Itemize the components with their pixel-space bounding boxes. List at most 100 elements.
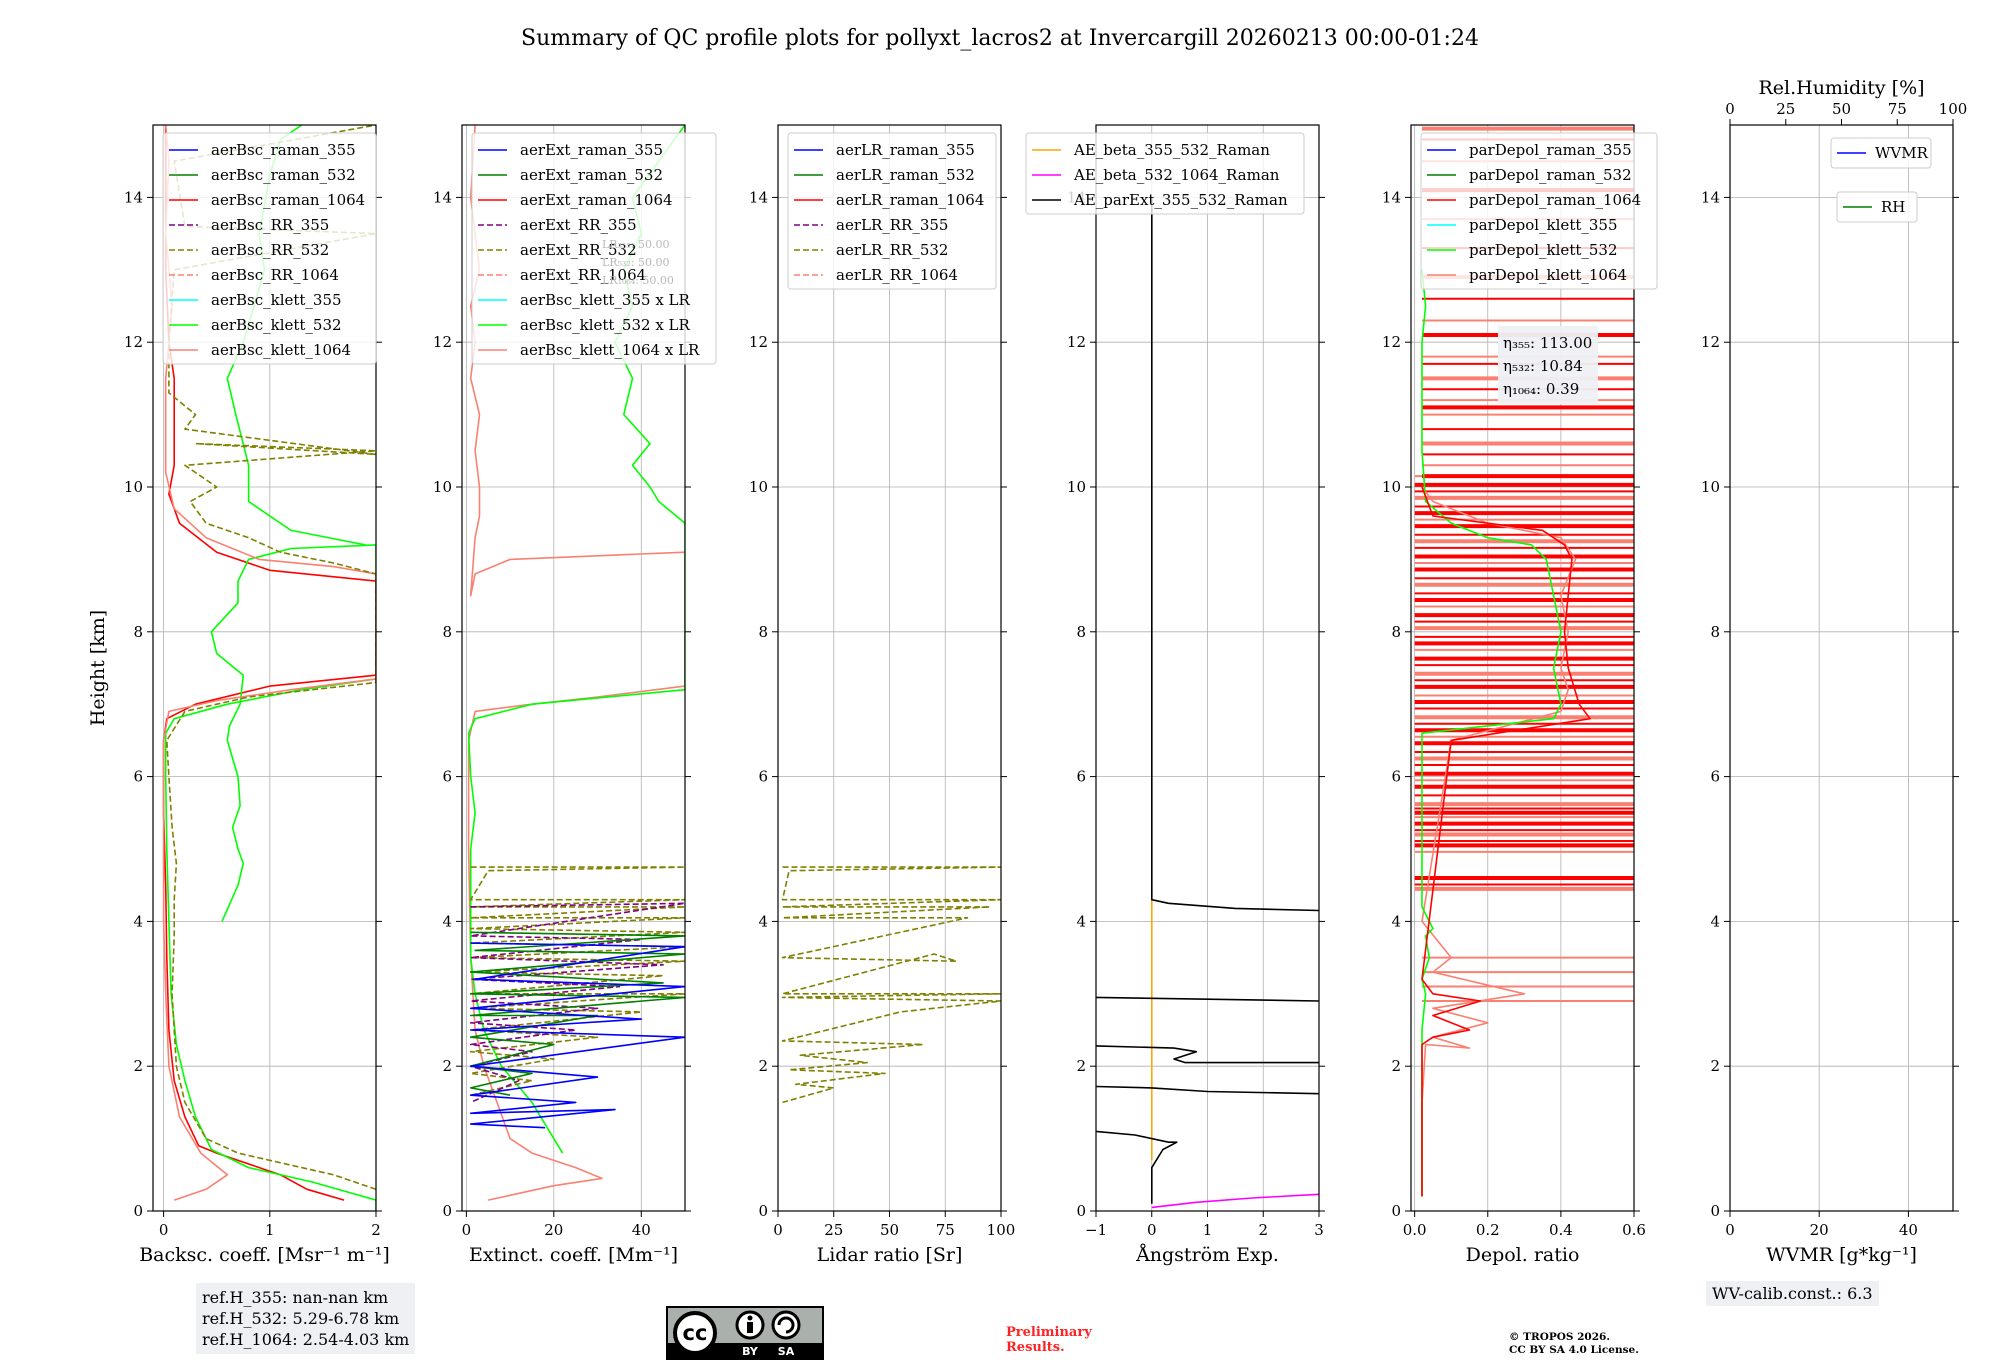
ref-h-1064: ref.H_1064: 2.54-4.03 km	[202, 1330, 410, 1349]
y-tick-label: 2	[442, 1057, 452, 1075]
x-axis-label: Depol. ratio	[1466, 1244, 1580, 1266]
copyright-line-1: © TROPOS 2026.	[1509, 1331, 1611, 1343]
x-tick-label: 40	[632, 1221, 651, 1239]
x2-tick-label: 25	[1776, 100, 1795, 118]
y-tick-label: 6	[1391, 768, 1401, 786]
x-tick-label: 0	[1147, 1221, 1157, 1239]
y-tick-label: 12	[1701, 333, 1720, 351]
legend-label: aerBsc_RR_532	[211, 241, 329, 259]
y-tick-label: 12	[124, 333, 143, 351]
lr-annotation: LR₁₀₆₄: 50.00	[602, 274, 674, 287]
series-parDepol_klett_1064	[1421, 486, 1577, 1197]
legend-label: aerBsc_raman_532	[211, 166, 356, 184]
x-axis-label: Backsc. coeff. [Msr⁻¹ m⁻¹]	[139, 1244, 390, 1266]
legend-label: aerExt_raman_1064	[520, 191, 673, 209]
y-tick-label: 6	[442, 768, 452, 786]
y-tick-label: 14	[749, 188, 768, 206]
legend-label: AE_beta_532_1064_Raman	[1073, 166, 1280, 184]
eta-annotation: η₃₅₅: 113.00	[1503, 334, 1592, 352]
series-aerExt_raman_532	[469, 931, 685, 1096]
legend-label: parDepol_raman_532	[1469, 166, 1632, 184]
x-tick-label: 2	[371, 1221, 381, 1239]
y-tick-label: 2	[1710, 1057, 1720, 1075]
legend-label: aerBsc_klett_355	[211, 291, 342, 309]
cc-by-label: BY	[742, 1345, 759, 1358]
preliminary-line-2: Results.	[1006, 1340, 1065, 1355]
legend-box	[1025, 132, 1305, 215]
x-axis-label: Ångström Exp.	[1135, 1244, 1279, 1266]
legend-label: aerBsc_raman_1064	[211, 191, 365, 209]
legend-label: WVMR	[1875, 144, 1929, 162]
y-tick-label: 6	[1076, 768, 1086, 786]
y-tick-label: 4	[133, 912, 143, 930]
y-tick-label: 4	[758, 912, 768, 930]
legend-label: parDepol_klett_355	[1469, 216, 1618, 234]
y-tick-label: 8	[133, 623, 143, 641]
x-tick-label: 1	[1203, 1221, 1213, 1239]
y-tick-label: 8	[1391, 623, 1401, 641]
y-tick-label: 12	[1382, 333, 1401, 351]
x-tick-label: 1	[265, 1221, 275, 1239]
axes-frame	[1729, 124, 1954, 1212]
copyright-line-2: CC BY SA 4.0 License.	[1509, 1344, 1639, 1356]
legend-label: aerBsc_klett_532	[211, 316, 342, 334]
y-tick-label: 10	[749, 478, 768, 496]
wv-calibration-box: WV-calib.const.: 6.3	[1706, 1281, 1879, 1306]
series-AE_parExt_355_532_Raman_e	[1096, 1130, 1178, 1204]
legend-label: RH	[1881, 198, 1905, 216]
series-aerBsc_klett_1064	[162, 125, 376, 1201]
series-AE_parExt_355_532_Raman_b	[1096, 996, 1319, 1002]
legend-label: aerBsc_RR_355	[211, 216, 329, 234]
y-tick-label: 10	[1382, 478, 1401, 496]
legend-label: aerBsc_RR_1064	[211, 266, 339, 284]
y-tick-label: 2	[1391, 1057, 1401, 1075]
by-person-icon	[747, 1315, 753, 1321]
x-tick-label: 20	[1810, 1221, 1829, 1239]
legend-label: aerLR_raman_1064	[836, 191, 984, 209]
legend-label: AE_beta_355_532_Raman	[1073, 141, 1270, 159]
legend-box	[1420, 132, 1658, 290]
legend-box	[162, 132, 377, 365]
series-aerBsc_klett_532	[164, 544, 376, 1211]
legend-label: aerLR_RR_532	[836, 241, 948, 259]
panel-lr: 0 25 50 75 100 0 2 4 6 8 10 12 14 Lidar ratio [Sr] aer…	[749, 124, 1015, 1266]
x-tick-label: 0	[159, 1221, 169, 1239]
legend-label: parDepol_raman_1064	[1469, 191, 1641, 209]
preliminary-line-1: Preliminary	[1006, 1325, 1092, 1340]
x2-axis-label: Rel.Humidity [%]	[1758, 77, 1924, 99]
y-tick-label: 12	[433, 333, 452, 351]
y-tick-label: 12	[1067, 333, 1086, 351]
y-tick-label: 6	[758, 768, 768, 786]
data-layer	[781, 866, 1001, 1104]
y-axis-label: Height [km]	[87, 610, 109, 726]
eta-box	[1498, 326, 1598, 404]
legend-label: aerExt_RR_532	[520, 241, 637, 259]
legend-label: aerBsc_klett_1064 x LR	[520, 341, 700, 359]
reference-height-box: ref.H_355: nan-nan km ref.H_532: 5.29-6.…	[196, 1283, 416, 1354]
lr-annotation: LR₅₃₂: 50.00	[602, 256, 670, 269]
x-tick-label: 0	[462, 1221, 472, 1239]
x-tick-label: 0.4	[1549, 1221, 1573, 1239]
y-tick-label: 8	[442, 623, 452, 641]
y-tick-label: 14	[1701, 188, 1720, 206]
y-tick-label: 4	[1710, 912, 1720, 930]
series-AE_parExt_355_532_Raman_d	[1096, 1085, 1319, 1095]
series-aerBsc_RR_532	[166, 125, 376, 1191]
ref-h-532: ref.H_532: 5.29-6.78 km	[202, 1309, 400, 1328]
y-tick-label: 2	[1076, 1057, 1086, 1075]
legend-label: aerExt_raman_532	[520, 166, 663, 184]
legend-label: aerLR_RR_1064	[836, 266, 958, 284]
legend-label: aerBsc_klett_532 x LR	[520, 316, 691, 334]
legend-box	[1830, 137, 1932, 169]
legend-label: aerLR_raman_355	[836, 141, 975, 159]
x-tick-label: 20	[544, 1221, 563, 1239]
sa-arrow-icon	[777, 1316, 795, 1334]
cc-icon: cc	[683, 1321, 708, 1345]
y-tick-label: 0	[133, 1202, 143, 1220]
y-tick-label: 6	[1710, 768, 1720, 786]
y-tick-label: 0	[442, 1202, 452, 1220]
series-parDepol_raman_1064	[1421, 486, 1591, 1197]
